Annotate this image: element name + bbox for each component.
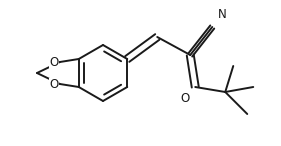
Text: O: O — [181, 93, 190, 106]
Text: N: N — [218, 8, 226, 21]
Text: O: O — [49, 78, 58, 91]
Text: O: O — [49, 55, 58, 68]
